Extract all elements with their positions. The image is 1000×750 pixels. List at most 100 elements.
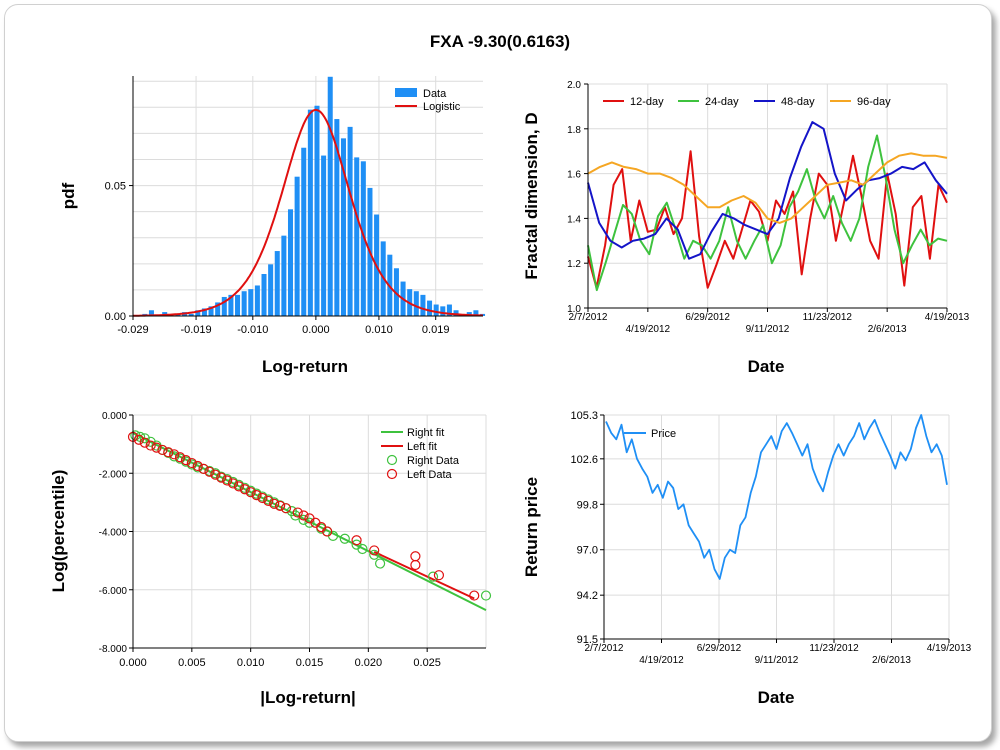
tails-point-3-7 xyxy=(169,449,180,460)
price-ytick-label-1: 102.6 xyxy=(570,454,598,466)
tails-xtick-label-0: 0.000 xyxy=(119,657,147,669)
tails-legend-label-3: Left Data xyxy=(407,469,453,481)
tails-xtick-label-4: 0.020 xyxy=(355,657,383,669)
price-ylabel: Return price xyxy=(522,477,541,577)
fractal-xtick-label-2: 6/29/2012 xyxy=(685,312,730,323)
hist-bar-8 xyxy=(188,313,194,316)
hist-bar-2 xyxy=(148,310,154,316)
tails-ytick-label-1: -2.000 xyxy=(99,469,128,480)
tails-point-3-14 xyxy=(210,469,221,480)
tails-point-3-25 xyxy=(274,500,286,511)
hist-ytick-label-1: 0.05 xyxy=(105,181,126,193)
hist-bar-31 xyxy=(340,138,346,316)
tails-ytick-label-0: 0.000 xyxy=(102,411,127,422)
hist-bar-51 xyxy=(473,310,479,316)
fractal-legend-label-2: 48-day xyxy=(781,96,815,108)
tails-legend-label-0: Right fit xyxy=(407,427,444,439)
fractal-ytick-label-5: 2.0 xyxy=(567,80,581,91)
fractal-legend-label-3: 96-day xyxy=(857,96,891,108)
hist-logistic-curve xyxy=(133,108,484,317)
price-legend-label: Price xyxy=(651,428,676,440)
tails-legend-swatch-2 xyxy=(386,454,398,466)
fractal-ytick-label-3: 1.6 xyxy=(567,170,581,181)
tails-point-3-28 xyxy=(298,510,309,521)
tails-point-3-36 xyxy=(410,559,421,571)
fractal-xtick-label-0: 2/7/2012 xyxy=(569,312,608,323)
page-title: FXA -9.30(0.6163) xyxy=(429,32,571,51)
price-xtick-label-0: 2/7/2012 xyxy=(585,643,624,654)
tails-point-3-37 xyxy=(433,570,445,581)
fractal-xtick-label-5: 2/6/2013 xyxy=(868,324,907,335)
tails-point-3-13 xyxy=(204,466,215,477)
hist-bar-22 xyxy=(281,235,287,316)
price-ytick-label-4: 94.2 xyxy=(577,590,598,602)
hist-bar-16 xyxy=(241,291,247,316)
hist-legend-label-data: Data xyxy=(423,88,447,100)
price-ytick-label-3: 97.0 xyxy=(577,545,598,557)
hist-bar-11 xyxy=(208,306,214,316)
price-xlabel: Date xyxy=(758,688,795,707)
tails-point-3-11 xyxy=(192,460,203,472)
tails-point-2-29 xyxy=(298,514,309,525)
hist-bar-43 xyxy=(420,294,426,316)
hist-ylabel: pdf xyxy=(59,182,78,209)
price-xtick-label-4: 11/23/2012 xyxy=(809,643,859,654)
hist-xtick-label-1: -0.019 xyxy=(180,324,211,336)
hist-bar-15 xyxy=(235,294,241,316)
hist-bar-17 xyxy=(248,289,254,316)
tails-point-3-23 xyxy=(263,495,274,507)
price-line xyxy=(605,414,948,580)
tails-xtick-label-5: 0.025 xyxy=(413,657,441,669)
hist-bar-45 xyxy=(433,304,439,316)
hist-bar-12 xyxy=(215,302,221,316)
hist-xtick-label-4: 0.010 xyxy=(365,324,393,336)
hist-xtick-label-3: 0.000 xyxy=(302,324,330,336)
fractal-ytick-label-0: 1.0 xyxy=(567,304,581,315)
hist-xlabel: Log-return xyxy=(262,357,348,376)
tails-point-3-38 xyxy=(469,590,480,601)
tails-point-2-39 xyxy=(427,571,439,582)
tails-ytick-label-3: -6.000 xyxy=(99,586,128,597)
hist-bar-25 xyxy=(301,147,307,316)
fractal-xlabel: Date xyxy=(748,357,785,376)
fractal-ytick-label-2: 1.4 xyxy=(567,214,581,225)
hist-bar-23 xyxy=(287,209,294,316)
hist-bar-19 xyxy=(261,274,267,316)
tails-point-3-3 xyxy=(145,440,156,451)
price-xtick-label-5: 2/6/2013 xyxy=(872,655,911,666)
hist-bar-42 xyxy=(413,291,419,316)
tails-fit-0 xyxy=(132,432,487,612)
hist-bar-34 xyxy=(360,161,366,316)
chart-layer: -0.029 -0.019 -0.010 0.000 0.010 0.019 0.00 0.0… xyxy=(99,76,972,669)
hist-bar-20 xyxy=(268,264,274,316)
fractal-xtick-label-6: 4/19/2013 xyxy=(925,312,970,323)
hist-bar-48 xyxy=(453,310,459,316)
tails-point-3-5 xyxy=(157,444,168,456)
fractal-line-48-day xyxy=(587,121,948,260)
tails-point-3-12 xyxy=(198,463,209,474)
hist-bar-18 xyxy=(254,285,260,316)
tails-point-2-34 xyxy=(339,533,350,544)
tails-xtick-label-3: 0.015 xyxy=(296,657,324,669)
hist-legend-swatch-data xyxy=(395,88,417,97)
hist-bar-32 xyxy=(347,126,353,316)
hist-bar-10 xyxy=(201,308,207,316)
tails-point-2-30 xyxy=(304,517,315,528)
tails-point-3-10 xyxy=(186,457,197,469)
tails-point-2-40 xyxy=(480,590,492,601)
tails-point-3-22 xyxy=(257,492,268,504)
tails-xlabel: |Log-return| xyxy=(260,688,355,707)
tails-xtick-label-2: 0.010 xyxy=(237,657,265,669)
tails-legend-label-2: Right Data xyxy=(407,455,460,467)
tails-ytick-label-4: -8.000 xyxy=(99,644,128,655)
tails-point-3-21 xyxy=(251,489,262,501)
hist-bar-47 xyxy=(446,304,452,316)
tails-point-3-4 xyxy=(151,442,162,453)
tails-xtick-label-1: 0.005 xyxy=(178,657,206,669)
tails-legend-swatch-3 xyxy=(386,468,398,480)
price-xtick-label-1: 4/19/2012 xyxy=(639,655,684,666)
tails-ylabel: Log(percentile) xyxy=(49,470,68,593)
hist-xtick-label-2: -0.010 xyxy=(237,324,268,336)
tails-legend-label-1: Left fit xyxy=(407,441,437,453)
